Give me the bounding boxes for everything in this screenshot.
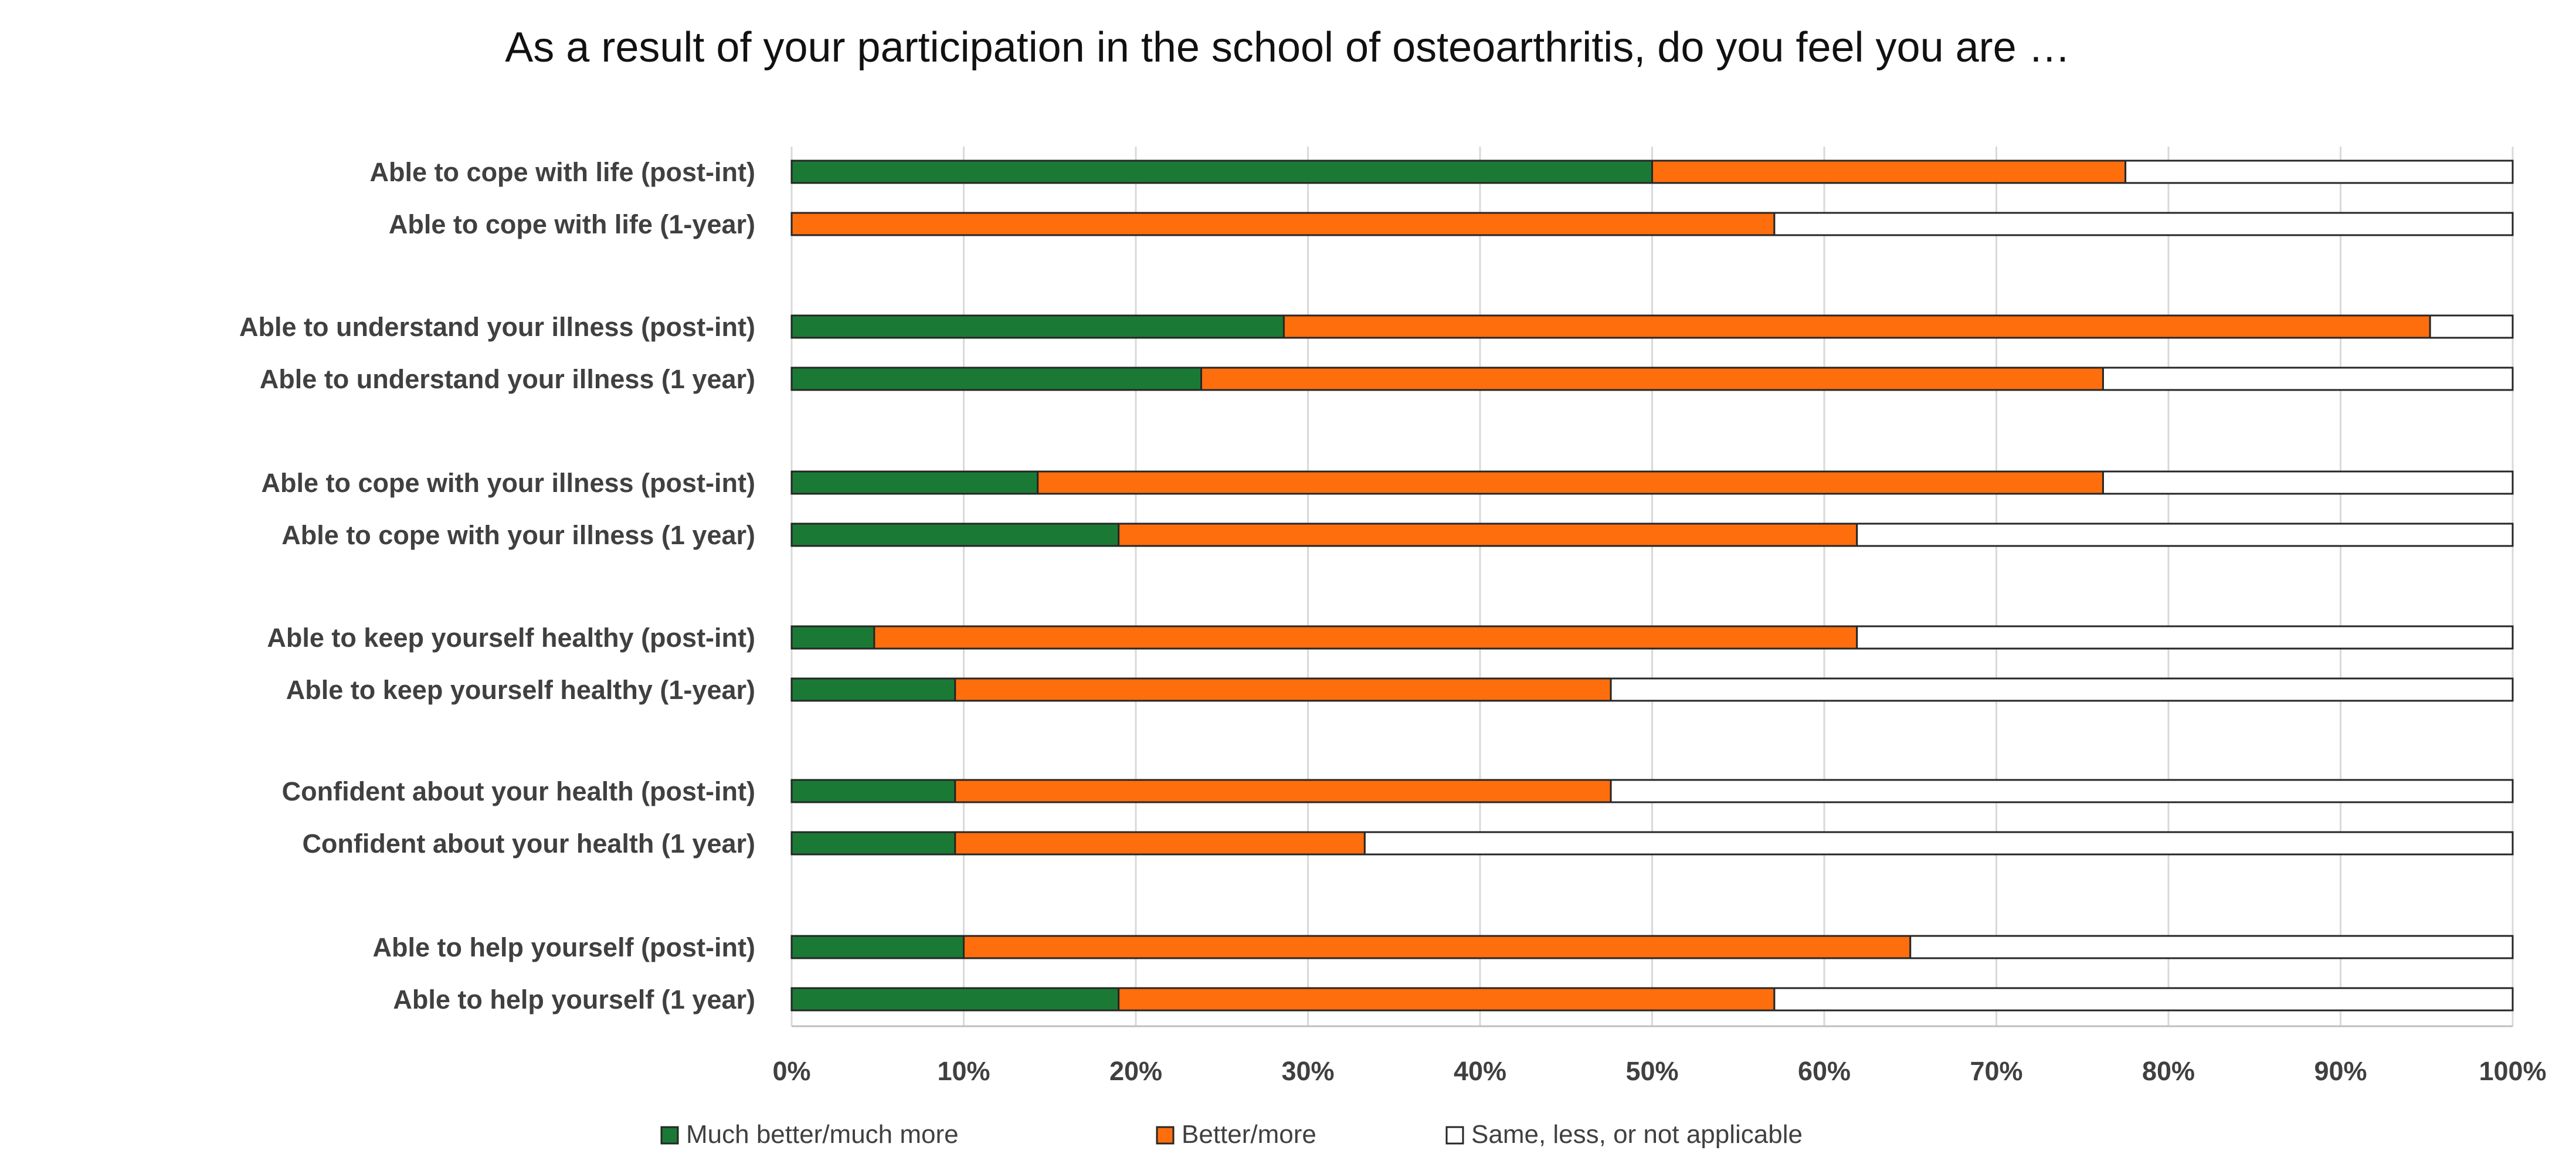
x-tick-label: 70% xyxy=(1970,1056,2022,1086)
category-label: Able to keep yourself healthy (post-int) xyxy=(267,623,755,653)
x-tick-label: 20% xyxy=(1109,1056,1162,1086)
bar-segment-much-better xyxy=(790,779,956,803)
bar-segment-better xyxy=(1200,367,2104,391)
bar-segment-same xyxy=(2102,470,2514,495)
category-label: Confident about your health (post-int) xyxy=(282,776,755,806)
legend-swatch xyxy=(660,1126,679,1145)
x-tick-label: 10% xyxy=(937,1056,990,1086)
legend-label: Better/more xyxy=(1182,1120,1316,1149)
bar-segment-much-better xyxy=(790,314,1285,339)
category-label: Able to understand your illness (1 year) xyxy=(260,364,755,394)
chart-title: As a result of your participation in the… xyxy=(505,24,2070,71)
x-tick-label: 90% xyxy=(2314,1056,2367,1086)
category-labels: Able to cope with life (post-int) Able to… xyxy=(239,157,755,1014)
bar-segment-better xyxy=(954,779,1612,803)
bar-segment-same xyxy=(2124,160,2514,184)
bar-segment-same xyxy=(1773,212,2514,236)
bar-segment-better xyxy=(954,831,1366,856)
bar-segment-same xyxy=(1610,677,2514,702)
legend-swatch xyxy=(1156,1126,1175,1145)
x-tick-label: 50% xyxy=(1625,1056,1678,1086)
bar-segment-much-better xyxy=(790,367,1203,391)
legend-label: Same, less, or not applicable xyxy=(1471,1120,1803,1149)
category-label: Able to cope with life (1-year) xyxy=(389,209,755,239)
bar-segment-same xyxy=(1909,935,2514,959)
x-tick-label: 30% xyxy=(1281,1056,1334,1086)
bar-segment-better xyxy=(963,935,1912,959)
bar-segment-better xyxy=(954,677,1612,702)
x-tick-label: 60% xyxy=(1798,1056,1851,1086)
category-label: Able to keep yourself healthy (1-year) xyxy=(286,675,755,705)
category-label: Able to help yourself (post-int) xyxy=(373,932,755,962)
bar-segment-much-better xyxy=(790,987,1120,1012)
bars xyxy=(790,160,2514,1012)
bar-segment-much-better xyxy=(790,470,1039,495)
bar-segment-same xyxy=(1773,987,2514,1012)
bar-segment-same xyxy=(1363,831,2514,856)
x-axis: 0% 10% 20% 30% 40% 50% 60% 70% 80% 90% 100% xyxy=(772,1025,2547,1086)
bar-segment-better xyxy=(1118,522,1858,547)
x-tick-label: 80% xyxy=(2142,1056,2195,1086)
category-label: Able to cope with your illness (post-int… xyxy=(261,468,755,498)
bar-segment-same xyxy=(2429,314,2514,339)
bar-segment-same xyxy=(1610,779,2514,803)
bar-segment-same xyxy=(1856,625,2514,650)
gridlines xyxy=(790,147,2514,1026)
bar-segment-better xyxy=(790,212,1776,236)
bar-segment-much-better xyxy=(790,625,875,650)
category-label: Able to cope with life (post-int) xyxy=(370,157,755,187)
bar-segment-much-better xyxy=(790,831,956,856)
bar-segment-much-better xyxy=(790,522,1120,547)
bar-segment-much-better xyxy=(790,935,965,959)
bar-segment-same xyxy=(1856,522,2514,547)
category-label: Confident about your health (1 year) xyxy=(302,829,755,859)
legend: Much better/much more Better/more Same, le… xyxy=(660,1120,1803,1149)
category-label: Able to help yourself (1 year) xyxy=(393,985,755,1014)
category-label: Able to cope with your illness (1 year) xyxy=(281,520,755,550)
bar-segment-same xyxy=(2102,367,2514,391)
bar-segment-better xyxy=(1037,470,2104,495)
bar-segment-better xyxy=(873,625,1858,650)
legend-swatch xyxy=(1445,1126,1464,1145)
category-label: Able to understand your illness (post-in… xyxy=(239,312,755,342)
bar-segment-better xyxy=(1651,160,2127,184)
bar-segment-better xyxy=(1282,314,2431,339)
bar-segment-better xyxy=(1118,987,1776,1012)
bar-segment-much-better xyxy=(790,160,1653,184)
bar-segment-much-better xyxy=(790,677,956,702)
x-tick-label: 40% xyxy=(1454,1056,1506,1086)
legend-label: Much better/much more xyxy=(686,1120,959,1149)
x-tick-label: 100% xyxy=(2479,1056,2546,1086)
x-tick-label: 0% xyxy=(772,1056,810,1086)
